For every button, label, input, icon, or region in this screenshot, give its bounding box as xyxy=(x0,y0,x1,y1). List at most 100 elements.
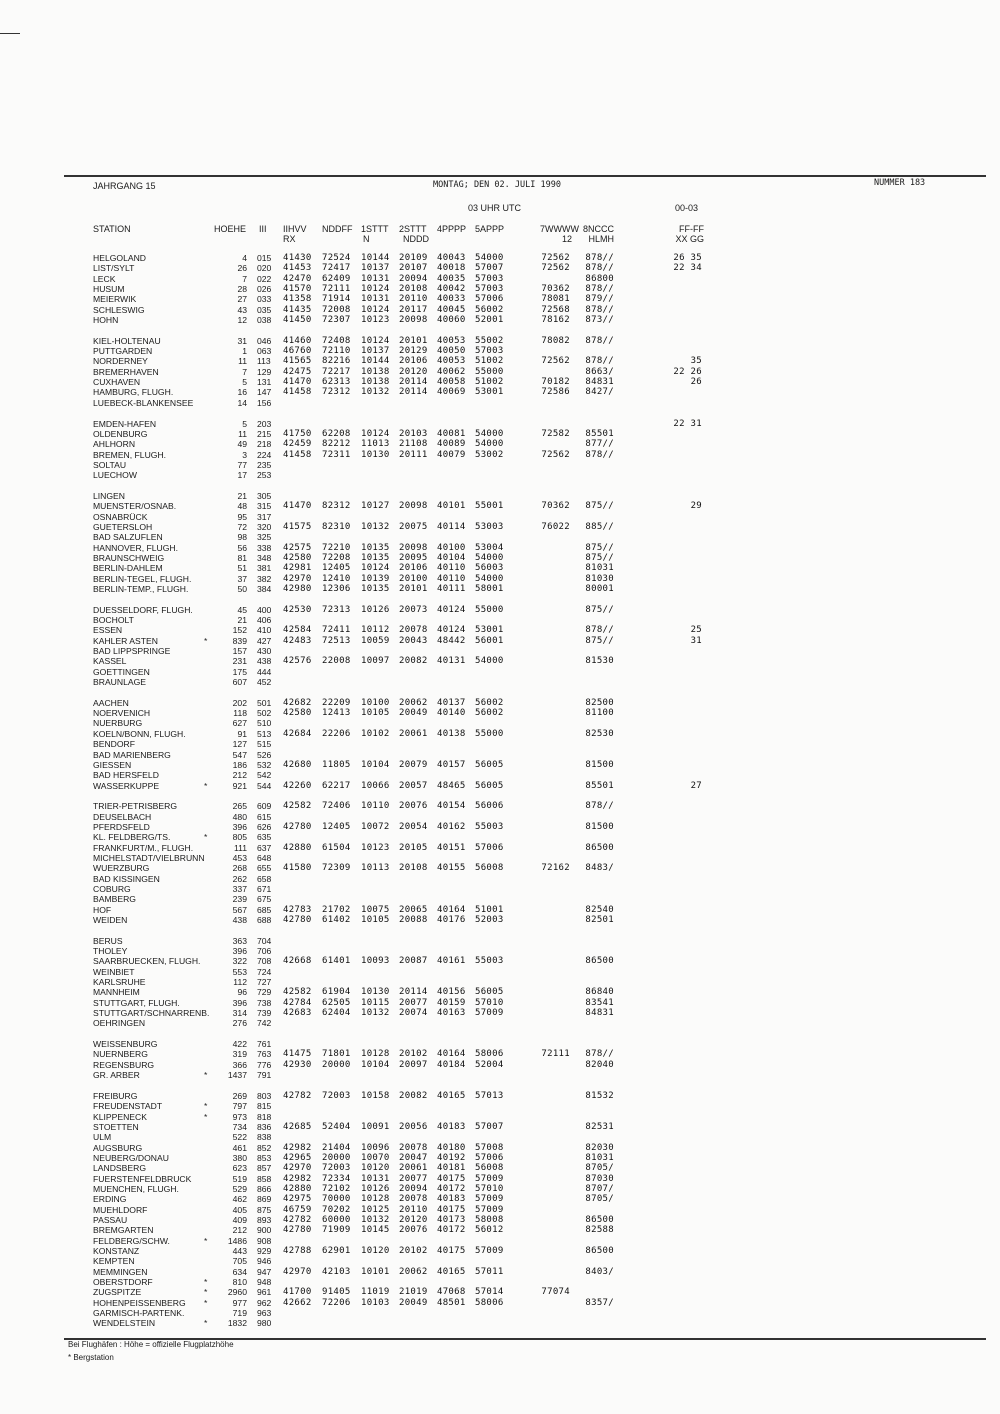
synop-group-6: 56003 xyxy=(475,563,504,574)
table-row: WEISSENBURG 422 761 xyxy=(0,1039,1000,1049)
synop-group-4: 20079 xyxy=(399,759,428,770)
synop-group-6: 58008 xyxy=(475,1214,504,1225)
synop-group-2: 11805 xyxy=(322,759,351,770)
table-row: WENDELSTEIN * 1832 980 xyxy=(0,1318,1000,1328)
synop-group-5: 40140 xyxy=(437,708,466,719)
volume-label: JAHRGANG 15 xyxy=(93,181,156,191)
station-name: ZUGSPITZE xyxy=(93,1287,142,1298)
station-height: 43 xyxy=(237,304,247,315)
station-index: 742 xyxy=(257,1018,272,1029)
synop-group-2: 61904 xyxy=(322,987,351,998)
table-row: BERLIN-DAHLEM 51 381 42981 12405 10124 20106 40… xyxy=(0,563,1000,573)
synop-group-1: 41458 xyxy=(283,387,312,398)
synop-group-6: 54000 xyxy=(475,573,504,584)
table-row: LANDSBERG 623 857 42970 72003 10120 20061 40181… xyxy=(0,1163,1000,1173)
station-height: 49 xyxy=(237,439,247,450)
synop-group-3: 10105 xyxy=(361,708,390,719)
station-height: 396 xyxy=(232,821,247,832)
synop-group-5: 40053 xyxy=(437,356,466,367)
table-row: BENDORF 127 515 xyxy=(0,739,1000,749)
synop-group-3: 10123 xyxy=(361,315,390,326)
synop-group-2: 82310 xyxy=(322,521,351,532)
cloud-group: 875// xyxy=(585,552,614,563)
station-name: BREMEN, FLUGH. xyxy=(93,449,167,460)
station-name: GARMISCH-PARTENK. xyxy=(93,1308,185,1319)
group-spacer xyxy=(0,325,1000,335)
station-height: 231 xyxy=(232,656,247,667)
synop-group-4: 20102 xyxy=(399,1246,428,1256)
synop-group-4: 20101 xyxy=(399,584,428,594)
station-index: 946 xyxy=(257,1256,272,1267)
station-height: 422 xyxy=(232,1039,247,1050)
synop-group-4: 20106 xyxy=(399,356,428,367)
synop-group-1: 42880 xyxy=(283,842,312,853)
station-name: MUENCHEN, FLUGH. xyxy=(93,1183,179,1194)
synop-group-5: 40183 xyxy=(437,1194,466,1205)
station-name: NORDERNEY xyxy=(93,356,148,367)
station-name: OBERSTDORF xyxy=(93,1277,153,1288)
synop-group-5: 40062 xyxy=(437,366,466,377)
synop-group-3: 10131 xyxy=(361,294,390,305)
synop-group-6: 57010 xyxy=(475,1183,504,1194)
synop-group-2: 20000 xyxy=(322,1152,351,1163)
station-height: 2960 xyxy=(227,1287,247,1298)
synop-group-2: 72307 xyxy=(322,315,351,326)
table-row: DUESSELDORF, FLUGH. 45 400 42530 72313 10126 2… xyxy=(0,605,1000,615)
station-index: 818 xyxy=(257,1111,272,1122)
station-index: 317 xyxy=(257,511,272,522)
synop-group-1: 42970 xyxy=(283,573,312,584)
synop-group-3: 10137 xyxy=(361,346,390,357)
synop-group-4: 20095 xyxy=(399,552,428,563)
synop-group-4: 20111 xyxy=(399,449,428,460)
col-c4-line2: NDDD xyxy=(403,234,429,244)
station-index: 947 xyxy=(257,1266,272,1277)
table-row: HAMBURG, FLUGH. 16 147 41458 72312 10132 20114… xyxy=(0,387,1000,397)
station-index: 235 xyxy=(257,459,272,470)
synop-group-2: 72309 xyxy=(322,863,351,874)
synop-group-4: 20062 xyxy=(399,1266,428,1277)
station-name: KIEL-HOLTENAU xyxy=(93,335,161,346)
synop-group-5: 40183 xyxy=(437,1121,466,1132)
synop-group-4: 20101 xyxy=(399,335,428,346)
synop-group-1: 42982 xyxy=(283,1173,312,1184)
synop-group-4: 20110 xyxy=(399,1204,428,1215)
synop-group-6: 55003 xyxy=(475,956,504,967)
station-index: 033 xyxy=(257,294,272,305)
station-index: 637 xyxy=(257,842,272,853)
station-name: BREMGARTEN xyxy=(93,1225,154,1236)
station-height: 118 xyxy=(233,708,247,719)
station-index: 893 xyxy=(257,1214,272,1225)
cloud-group: 82531 xyxy=(585,1121,614,1132)
station-name: OSNABRÜCK xyxy=(93,511,148,522)
synop-group-3: 10132 xyxy=(361,387,390,398)
station-name: GR. ARBER xyxy=(93,1070,140,1081)
synop-group-2: 62313 xyxy=(322,377,351,388)
synop-group-3: 10158 xyxy=(361,1090,390,1101)
synop-group-4: 20074 xyxy=(399,1008,428,1019)
synop-group-3: 10132 xyxy=(361,1008,390,1019)
station-height: 45 xyxy=(237,604,247,615)
table-row: KLIPPENECK * 973 818 xyxy=(0,1112,1000,1122)
synop-group-4: 20108 xyxy=(399,284,428,295)
gust-group: 22 26 xyxy=(673,366,702,377)
synop-group-4: 20100 xyxy=(399,573,428,584)
table-row: BAD MARIENBERG 547 526 xyxy=(0,750,1000,760)
station-index: 763 xyxy=(257,1049,272,1060)
synop-group-2: 72111 xyxy=(322,284,351,295)
station-height: 314 xyxy=(232,1008,247,1019)
synop-group-5: 40110 xyxy=(437,573,466,584)
cloud-group: 82500 xyxy=(585,697,614,708)
table-row: GR. ARBER * 1437 791 xyxy=(0,1070,1000,1080)
synop-group-1: 41470 xyxy=(283,501,312,512)
station-height: 607 xyxy=(232,677,247,688)
station-name: KONSTANZ xyxy=(93,1246,140,1256)
table-row: OSNABRÜCK 95 317 xyxy=(0,512,1000,522)
station-height: 202 xyxy=(232,697,247,708)
station-height: 186 xyxy=(232,759,247,770)
station-height: 212 xyxy=(232,1225,247,1236)
station-height: 112 xyxy=(233,977,247,988)
cloud-group: 82588 xyxy=(585,1225,614,1236)
gust-group: 22 31 xyxy=(673,418,702,429)
station-height: 5 xyxy=(242,418,247,429)
synop-group-3: 10096 xyxy=(361,1142,390,1153)
